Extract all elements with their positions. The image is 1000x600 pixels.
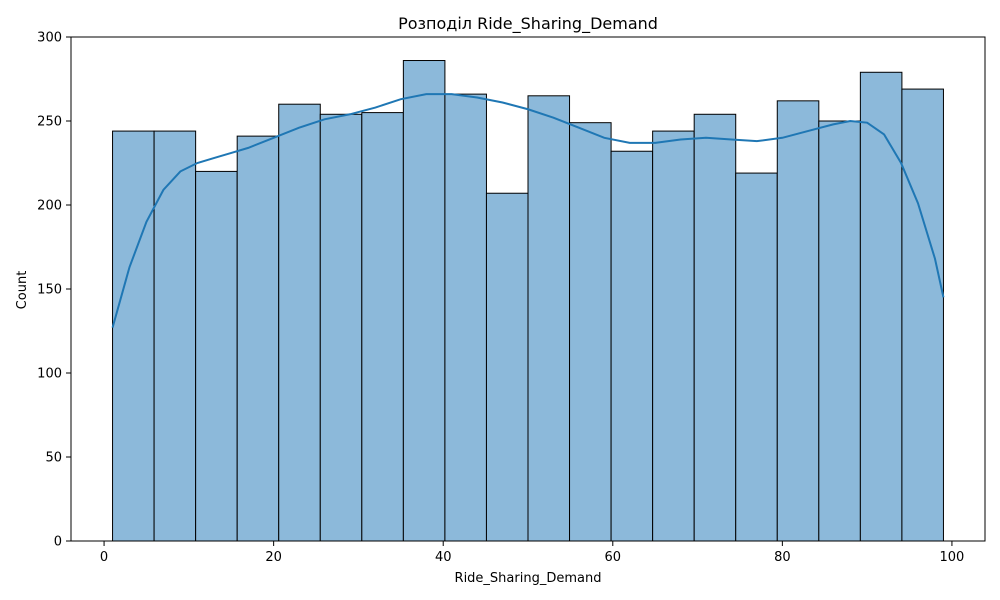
y-tick-label: 250 xyxy=(37,115,62,130)
kde-density-line xyxy=(111,93,945,328)
histogram-bar-5 xyxy=(278,103,321,542)
histogram-bar-4 xyxy=(236,135,280,542)
x-tick-label: 100 xyxy=(940,550,965,565)
y-tick-label: 50 xyxy=(45,451,62,466)
histogram-bar-12 xyxy=(569,122,612,542)
histogram-bar-11 xyxy=(527,95,571,542)
x-axis-label: Ride_Sharing_Demand xyxy=(455,571,602,586)
x-tick-label: 80 xyxy=(774,550,791,565)
x-tick-label: 60 xyxy=(605,550,622,565)
histogram-bar-10 xyxy=(485,192,529,542)
histogram-bars xyxy=(112,60,944,542)
x-axis-ticks: 0 20 40 60 80 100 xyxy=(100,541,964,565)
y-tick-label: 100 xyxy=(37,367,62,382)
x-tick-label: 40 xyxy=(435,550,452,565)
histogram-bar-8 xyxy=(402,60,446,542)
histogram-bar-3 xyxy=(195,170,238,542)
x-tick-label: 0 xyxy=(100,550,108,565)
chart-title: Розподіл Ride_Sharing_Demand xyxy=(398,14,658,34)
histogram-bar-18 xyxy=(818,120,861,542)
y-tick-label: 200 xyxy=(37,199,62,214)
histogram-bar-6 xyxy=(319,113,363,542)
histogram-bar-9 xyxy=(444,93,487,542)
y-axis-label: Count xyxy=(15,271,30,310)
y-axis-ticks: 0 50 100 150 200 250 300 xyxy=(37,31,71,550)
histogram-bar-16 xyxy=(735,172,778,542)
histogram-bar-2 xyxy=(153,130,197,542)
y-tick-label: 300 xyxy=(37,31,62,46)
y-tick-label: 150 xyxy=(37,283,62,298)
histogram-bar-15 xyxy=(693,113,737,542)
histogram-bar-14 xyxy=(652,130,695,542)
histogram-bar-13 xyxy=(610,150,654,542)
histogram-bar-7 xyxy=(361,112,404,542)
x-tick-label: 20 xyxy=(265,550,282,565)
histogram-bar-20 xyxy=(901,88,944,542)
histogram-bar-19 xyxy=(859,71,903,542)
histogram-bar-1 xyxy=(112,130,155,542)
histogram-bar-17 xyxy=(776,100,820,542)
y-tick-label: 0 xyxy=(54,535,62,550)
